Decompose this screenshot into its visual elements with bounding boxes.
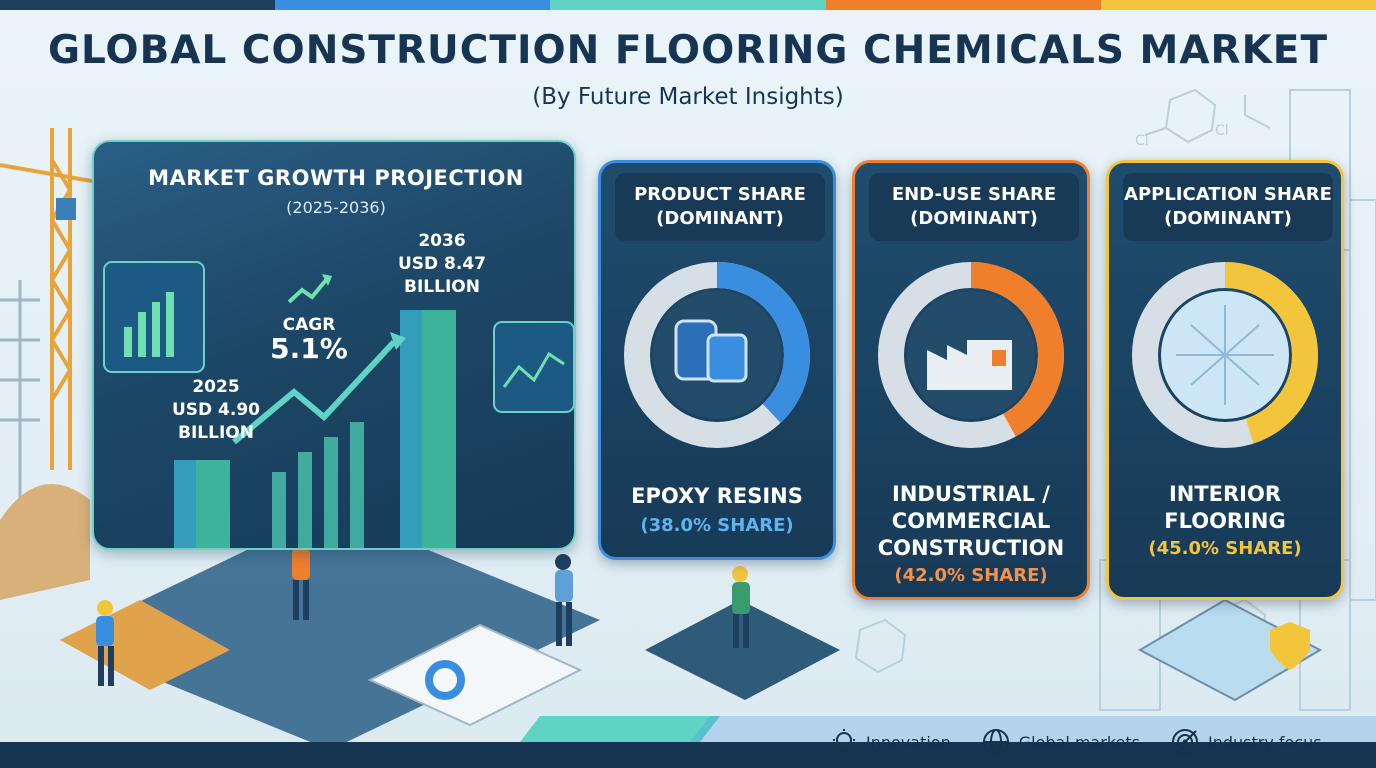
lightbulb-icon (833, 729, 855, 752)
end-unit: BILLION (404, 277, 480, 297)
end-amount: USD 8.47 (397, 254, 487, 274)
crane-cab (56, 198, 76, 220)
end-use-share-card: END-USE SHARE (DOMINANT) INDUSTRIAL / CO… (852, 160, 1090, 600)
end-year: 2036 (418, 231, 466, 251)
footer-accent (520, 716, 1376, 742)
growth-arrow (232, 339, 397, 445)
worker-mop (732, 566, 750, 648)
isometric-platform (60, 510, 600, 750)
end-use-segment-line1: INDUSTRIAL / (892, 482, 1050, 506)
cagr-label: CAGR 5.1% (254, 314, 364, 365)
end-use-share-subtitle: (DOMINANT) (910, 208, 1038, 229)
product-share-header: PRODUCT SHARE (DOMINANT) (615, 173, 825, 241)
footer-label-global-markets: Global markets (1018, 732, 1140, 752)
factory-icon (927, 340, 1012, 390)
end-use-share-value: (42.0% SHARE) (894, 565, 1048, 586)
cagr-title: CAGR (282, 315, 336, 335)
page-title: GLOBAL CONSTRUCTION FLOORING CHEMICALS M… (47, 28, 1329, 73)
product-share-subtitle: (DOMINANT) (656, 208, 784, 229)
cagr-value: 5.1% (270, 332, 348, 365)
product-share-title: PRODUCT SHARE (634, 184, 806, 205)
sand-pile (0, 484, 90, 600)
growth-period: (2025-2036) (286, 198, 386, 217)
application-share-donut (1132, 262, 1318, 448)
footer-band (0, 742, 1376, 768)
tablet-illustration (367, 623, 583, 727)
scaffolding-illustration (0, 280, 40, 520)
footer-items: Innovation Global markets Industry focus (830, 720, 1322, 764)
monitor-right (493, 321, 574, 413)
end-use-share-title: END-USE SHARE (891, 184, 1057, 205)
end-use-segment-line2: COMMERCIAL (891, 509, 1051, 533)
footer-item-innovation: Innovation (830, 728, 951, 756)
application-share-title: APPLICATION SHARE (1124, 184, 1332, 205)
molecule-illustration (854, 88, 1271, 674)
product-share-donut (624, 262, 810, 448)
footer-item-global-markets: Global markets (981, 727, 1140, 757)
start-value-label: 2025 USD 4.90 BILLION (166, 376, 266, 445)
worker-tablet (555, 554, 573, 646)
product-share-card: PRODUCT SHARE (DOMINANT) EPOXY RESINS (3… (598, 160, 836, 560)
growth-chart-illustration (103, 261, 574, 548)
footer-label-innovation: Innovation (866, 732, 951, 752)
end-use-share-donut (878, 262, 1064, 448)
product-share-value: (38.0% SHARE) (640, 515, 794, 536)
application-share-header: APPLICATION SHARE (DOMINANT) (1123, 173, 1333, 241)
trend-icon (287, 278, 328, 304)
end-value-label: 2036 USD 8.47 BILLION (382, 230, 502, 299)
footer-label-industry-focus: Industry focus (1207, 732, 1322, 752)
application-share-subtitle: (DOMINANT) (1164, 208, 1292, 229)
footer-item-industry-focus: Industry focus (1170, 727, 1322, 757)
top-color-strip (0, 0, 1376, 10)
tile-floor-center (645, 600, 840, 700)
start-amount: USD 4.90 (171, 400, 261, 420)
shield-icon (1270, 622, 1310, 670)
page-subtitle: (By Future Market Insights) (532, 84, 844, 110)
donut-share-arc (878, 262, 1064, 448)
application-share-card: APPLICATION SHARE (DOMINANT) INTERIOR FL… (1106, 160, 1344, 600)
end-use-segment: INDUSTRIAL / COMMERCIAL CONSTRUCTION (855, 481, 1087, 562)
product-segment: EPOXY RESINS (631, 484, 803, 508)
market-growth-panel: MARKET GROWTH PROJECTION (2025-2036) 202… (92, 140, 576, 550)
end-use-share-header: END-USE SHARE (DOMINANT) (869, 173, 1079, 241)
donut-share-arc (624, 262, 810, 448)
glass-floor-icon (1176, 305, 1274, 405)
target-icon (1171, 729, 1198, 755)
application-segment: INTERIOR FLOORING (1109, 481, 1341, 535)
worker-left (96, 600, 114, 686)
application-segment-line1: INTERIOR (1168, 482, 1282, 506)
svg-text:Cl: Cl (1135, 133, 1149, 149)
end-use-segment-line3: CONSTRUCTION (877, 536, 1065, 560)
tablet-donut (425, 660, 465, 700)
svg-text:Cl: Cl (1215, 123, 1229, 139)
jug-icon (706, 333, 748, 383)
growth-heading: MARKET GROWTH PROJECTION (148, 166, 524, 190)
start-unit: BILLION (178, 423, 254, 443)
globe-icon (982, 729, 1009, 755)
glass-floor (1137, 598, 1323, 702)
donut-share-arc (1132, 262, 1318, 448)
application-share-value: (45.0% SHARE) (1148, 538, 1302, 559)
application-segment-line2: FLOORING (1164, 509, 1286, 533)
start-year: 2025 (192, 377, 240, 397)
